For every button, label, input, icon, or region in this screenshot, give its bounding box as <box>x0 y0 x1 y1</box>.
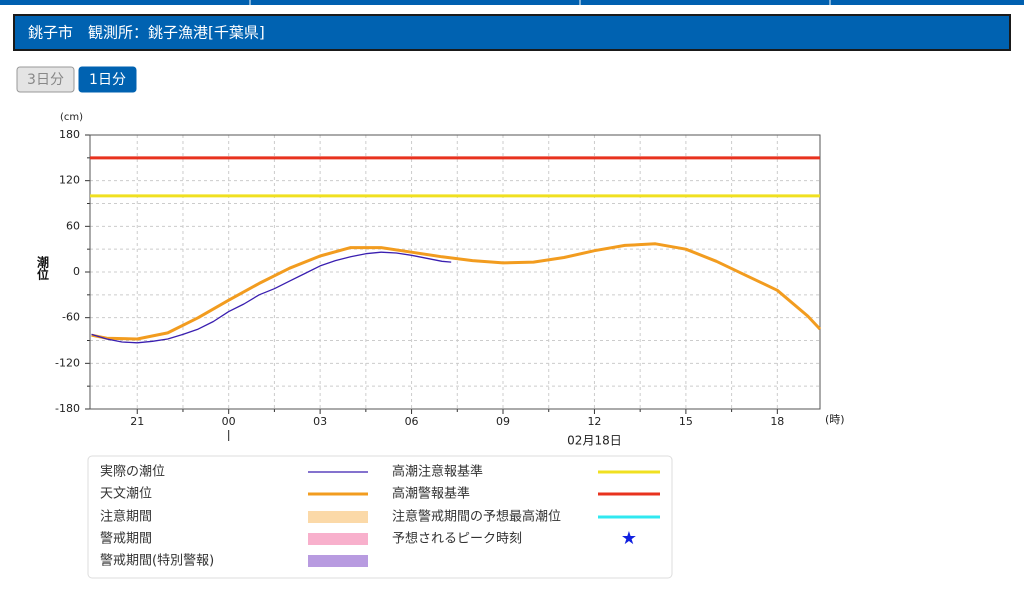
legend-label: 注意期間 <box>100 509 152 525</box>
legend-swatch <box>308 511 368 523</box>
header-title: 銚子市 観測所：銚子漁港[千葉県] <box>28 24 265 42</box>
x-tick-label: 21 <box>130 415 144 428</box>
y-tick-label: -60 <box>62 311 80 324</box>
date-label: 02月18日 <box>567 434 622 448</box>
x-tick-label: 12 <box>587 415 601 428</box>
y-tick-label: -120 <box>55 356 80 369</box>
legend-label: 注意警戒期間の予想最高潮位 <box>392 509 561 525</box>
legend-label: 高潮注意報基準 <box>392 464 483 480</box>
legend-label: 予想されるピーク時刻 <box>392 531 522 547</box>
x-tick-label: 18 <box>770 415 784 428</box>
series-line <box>91 251 452 344</box>
x-tick-label: 09 <box>496 415 510 428</box>
tab-button[interactable] <box>16 66 75 93</box>
tab-button-label[interactable]: 3日分 <box>27 72 64 88</box>
x-unit: (時) <box>825 413 845 426</box>
legend-symbol: ★ <box>621 528 637 549</box>
nav-bar <box>0 0 1024 5</box>
y-tick-label: 120 <box>59 174 80 187</box>
x-tick-label: 00 <box>222 415 236 428</box>
legend-label: 実際の潮位 <box>100 464 165 480</box>
x-tick-label: 06 <box>405 415 419 428</box>
legend-label: 天文潮位 <box>100 487 152 502</box>
plot-frame <box>89 134 821 410</box>
legend-swatch <box>308 555 368 567</box>
legend-label: 警戒期間 <box>100 531 152 547</box>
legend-box <box>87 455 673 579</box>
tab-button-label[interactable]: 1日分 <box>89 72 126 88</box>
tab-button[interactable] <box>78 66 137 93</box>
y-unit: (cm) <box>60 112 83 123</box>
legend-label: 高潮警報基準 <box>392 486 470 502</box>
legend-swatch <box>308 533 368 545</box>
y-axis-title: 潮位 <box>36 255 50 281</box>
y-tick-label: -180 <box>55 402 80 415</box>
x-tick-label: 15 <box>679 415 693 428</box>
header-bar <box>13 14 1011 51</box>
legend-label: 警戒期間(特別警報) <box>100 553 214 569</box>
y-tick-label: 180 <box>59 128 80 141</box>
y-tick-label: 0 <box>73 265 80 278</box>
y-tick-label: 60 <box>66 219 80 232</box>
x-tick-label: 03 <box>313 415 327 428</box>
series-line <box>91 242 822 341</box>
